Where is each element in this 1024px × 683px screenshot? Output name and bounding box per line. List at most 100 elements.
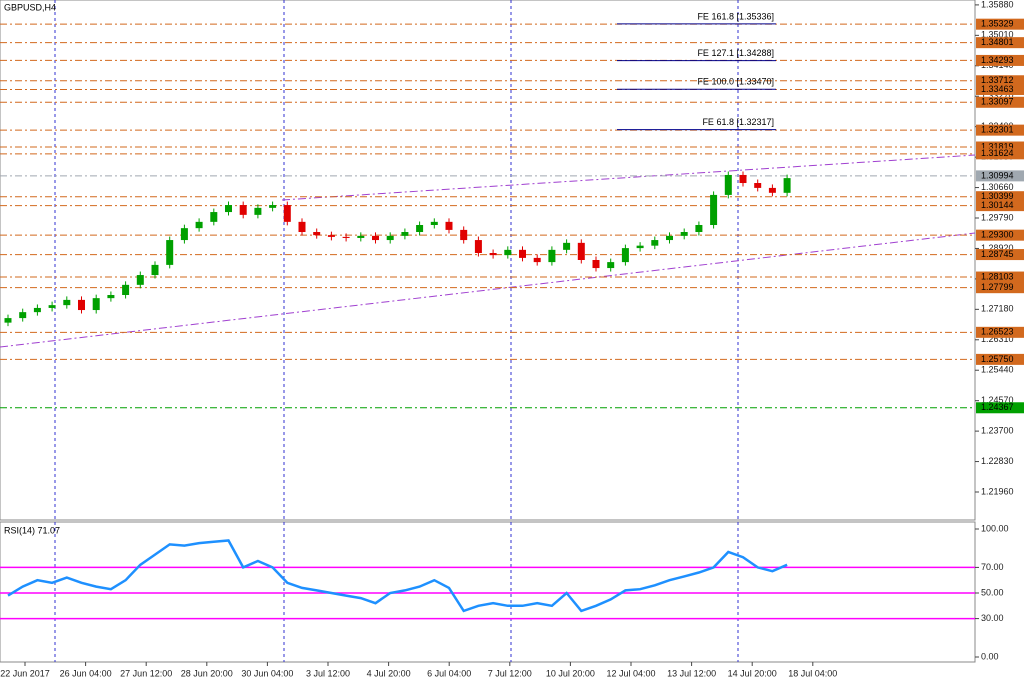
candle-body [636, 245, 644, 249]
candle-body [372, 235, 379, 241]
y-tick-label: 1.26310 [981, 334, 1014, 344]
x-tick-label: 7 Jul 12:00 [488, 668, 532, 678]
candle-body [739, 174, 747, 184]
level-label: 1.30144 [981, 200, 1014, 210]
x-tick-label: 18 Jul 04:00 [788, 668, 837, 678]
candle-body [401, 232, 409, 236]
level-box [976, 54, 1024, 66]
candle-body [151, 264, 159, 276]
candle-body [386, 235, 394, 241]
candle-body [19, 312, 27, 319]
candle-body [445, 221, 453, 230]
candle-body [122, 284, 130, 295]
candle-body [710, 194, 718, 226]
level-box [976, 326, 1024, 338]
level-box [976, 353, 1024, 365]
chart-title: GBPUSD,H4 [4, 2, 56, 12]
level-label: 1.32301 [981, 125, 1014, 135]
trend-lines [0, 154, 976, 348]
y-tick-label: 1.23700 [981, 425, 1014, 435]
level-label: 1.28103 [981, 271, 1014, 281]
candle-body [33, 307, 41, 313]
candle-body [298, 221, 306, 233]
level-label: 1.33097 [981, 97, 1014, 107]
candle-body [357, 235, 365, 238]
candle-body [313, 232, 321, 236]
y-tick-label: 100.00 [981, 523, 1009, 533]
candle-body [48, 305, 56, 308]
level-label: 1.34801 [981, 37, 1014, 47]
y-tick-label: 1.22830 [981, 456, 1014, 466]
candle-body [460, 229, 468, 241]
level-box [976, 96, 1024, 108]
level-box [976, 83, 1024, 95]
y-tick-label: 1.33270 [981, 91, 1014, 101]
level-label: 1.28745 [981, 249, 1014, 259]
candle-body [563, 242, 571, 250]
candle-body [180, 228, 188, 241]
y-tick-label: 30.00 [981, 613, 1004, 623]
y-tick-label: 1.35880 [981, 0, 1014, 9]
candle-body [621, 248, 629, 263]
y-tick-label: 1.24570 [981, 395, 1014, 405]
level-box [976, 18, 1024, 30]
x-tick-label: 12 Jul 04:00 [606, 668, 655, 678]
candle-body [210, 212, 218, 222]
level-box [976, 249, 1024, 261]
rsi-panel [0, 521, 976, 663]
candle-body [239, 205, 247, 215]
level-label: 1.31624 [981, 148, 1014, 158]
x-tick-label: 26 Jun 04:00 [60, 668, 112, 678]
rsi-title: RSI(14) 71.07 [4, 525, 60, 535]
candle-body [269, 205, 277, 208]
candle-body [63, 299, 71, 306]
candle-body [92, 298, 100, 311]
x-tick-label: 14 Jul 20:00 [728, 668, 777, 678]
y-tick-label: 1.27180 [981, 304, 1014, 314]
candle-body [519, 249, 526, 258]
y-tick-label: 1.25440 [981, 365, 1014, 375]
x-tick-label: 13 Jul 12:00 [667, 668, 716, 678]
candle-body [254, 207, 262, 215]
y-tick-label: 50.00 [981, 587, 1004, 597]
trend-line [0, 232, 976, 348]
y-tick-label: 1.29790 [981, 212, 1014, 222]
level-box [976, 191, 1024, 203]
fe-label: FE 100.0 [1.33470] [697, 77, 774, 87]
x-tick-label: 30 Jun 04:00 [241, 668, 293, 678]
candle-body [783, 178, 791, 193]
candle-body [768, 187, 776, 193]
level-label: 1.24367 [981, 402, 1014, 412]
price-panel [0, 0, 976, 521]
rsi-line [7, 539, 788, 613]
x-tick-label: 4 Jul 20:00 [367, 668, 411, 678]
candle-body [651, 240, 659, 246]
candle-body [607, 262, 615, 269]
level-box [976, 200, 1024, 212]
fe-label: FE 161.8 [1.35336] [697, 11, 774, 21]
level-label: 1.25750 [981, 354, 1014, 364]
candle-body [724, 174, 732, 195]
candle-body [695, 225, 703, 233]
x-tick-label: 10 Jul 20:00 [546, 668, 595, 678]
candle-body [283, 205, 291, 222]
y-tick-label: 1.35010 [981, 30, 1014, 40]
level-box [976, 141, 1024, 153]
level-box [976, 75, 1024, 87]
day-separators [54, 0, 739, 662]
level-label: 1.33712 [981, 75, 1014, 85]
x-tick-label: 27 Jun 12:00 [120, 668, 172, 678]
candle-body [430, 221, 438, 226]
y-tick-label: 1.28920 [981, 243, 1014, 253]
candle-body [548, 249, 556, 263]
level-box [976, 37, 1024, 49]
y-tick-label: 1.21960 [981, 486, 1014, 496]
level-label: 1.30399 [981, 191, 1014, 201]
x-tick-label: 22 Jun 2017 [0, 668, 50, 678]
level-box [976, 282, 1024, 294]
candle-body [680, 232, 688, 236]
candle-body [592, 260, 600, 269]
candle-body [533, 257, 541, 263]
